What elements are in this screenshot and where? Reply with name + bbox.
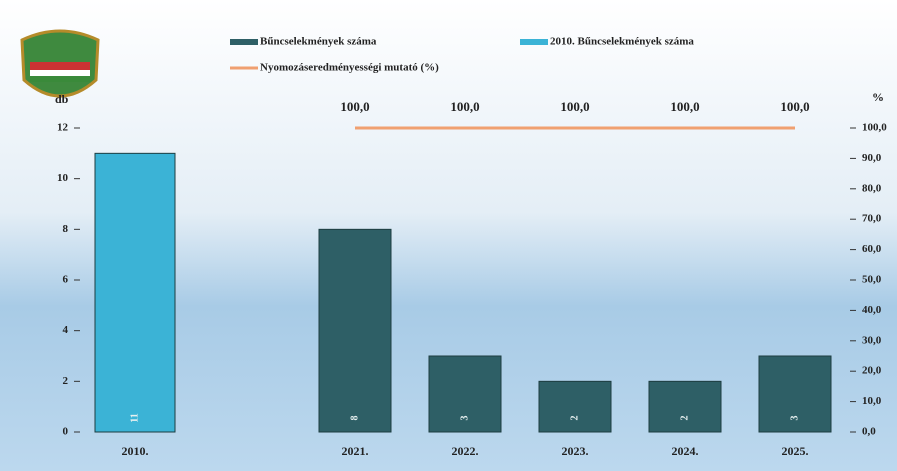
legend-label: 2010. Bűncselekmények száma (550, 36, 694, 48)
x-tick-label: 2023. (562, 444, 589, 458)
y-axis-label: db (55, 92, 69, 106)
bar (428, 355, 502, 433)
y2-tick-label: 100,0 (862, 122, 887, 134)
y2-tick-label: 50,0 (862, 274, 882, 286)
data-label: 8 (349, 416, 360, 421)
y2-axis-label: % (872, 90, 884, 104)
y-tick-label: 12 (57, 122, 69, 134)
y2-tick-label: 0,0 (862, 426, 876, 438)
y2-tick-label: 60,0 (862, 243, 882, 255)
y2-tick-label: 40,0 (862, 304, 882, 316)
data-label: 100,0 (780, 99, 809, 114)
y2-tick-label: 70,0 (862, 213, 882, 225)
data-label: 100,0 (340, 99, 369, 114)
data-label: 100,0 (560, 99, 589, 114)
y2-tick-label: 90,0 (862, 152, 882, 164)
logo (20, 29, 100, 98)
data-label: 3 (789, 416, 800, 421)
legend-label: Bűncselekmények száma (260, 36, 377, 48)
legend-label: Nyomozáseredményességi mutató (%) (260, 62, 439, 74)
legend: Bűncselekmények száma 2010. Bűncselekmény… (230, 36, 694, 74)
legend-swatch (230, 39, 258, 45)
y-tick-label: 0 (63, 426, 69, 438)
data-label: 2 (679, 416, 690, 421)
bar (318, 228, 392, 433)
bar (648, 380, 722, 433)
bar (758, 355, 832, 433)
data-label: 100,0 (670, 99, 699, 114)
y2-tick-label: 10,0 (862, 395, 882, 407)
data-label: 100,0 (450, 99, 479, 114)
y2-tick-label: 20,0 (862, 365, 882, 377)
y-tick-label: 8 (63, 223, 69, 235)
x-tick-label: 2010. (122, 444, 149, 458)
y2-tick-label: 80,0 (862, 182, 882, 194)
y2-tick-label: 30,0 (862, 334, 882, 346)
data-label: 3 (459, 416, 470, 421)
y-tick-label: 4 (63, 324, 69, 336)
y-tick-label: 10 (57, 172, 69, 184)
x-tick-label: 2021. (342, 444, 369, 458)
bar (538, 380, 612, 433)
x-tick-label: 2022. (452, 444, 479, 458)
y-tick-label: 6 (63, 274, 69, 286)
data-label: 2 (569, 416, 580, 421)
bar (94, 152, 176, 433)
x-tick-label: 2024. (672, 444, 699, 458)
data-label: 11 (129, 413, 140, 422)
legend-swatch (520, 39, 548, 45)
x-tick-label: 2025. (782, 444, 809, 458)
y-tick-label: 2 (63, 375, 69, 387)
